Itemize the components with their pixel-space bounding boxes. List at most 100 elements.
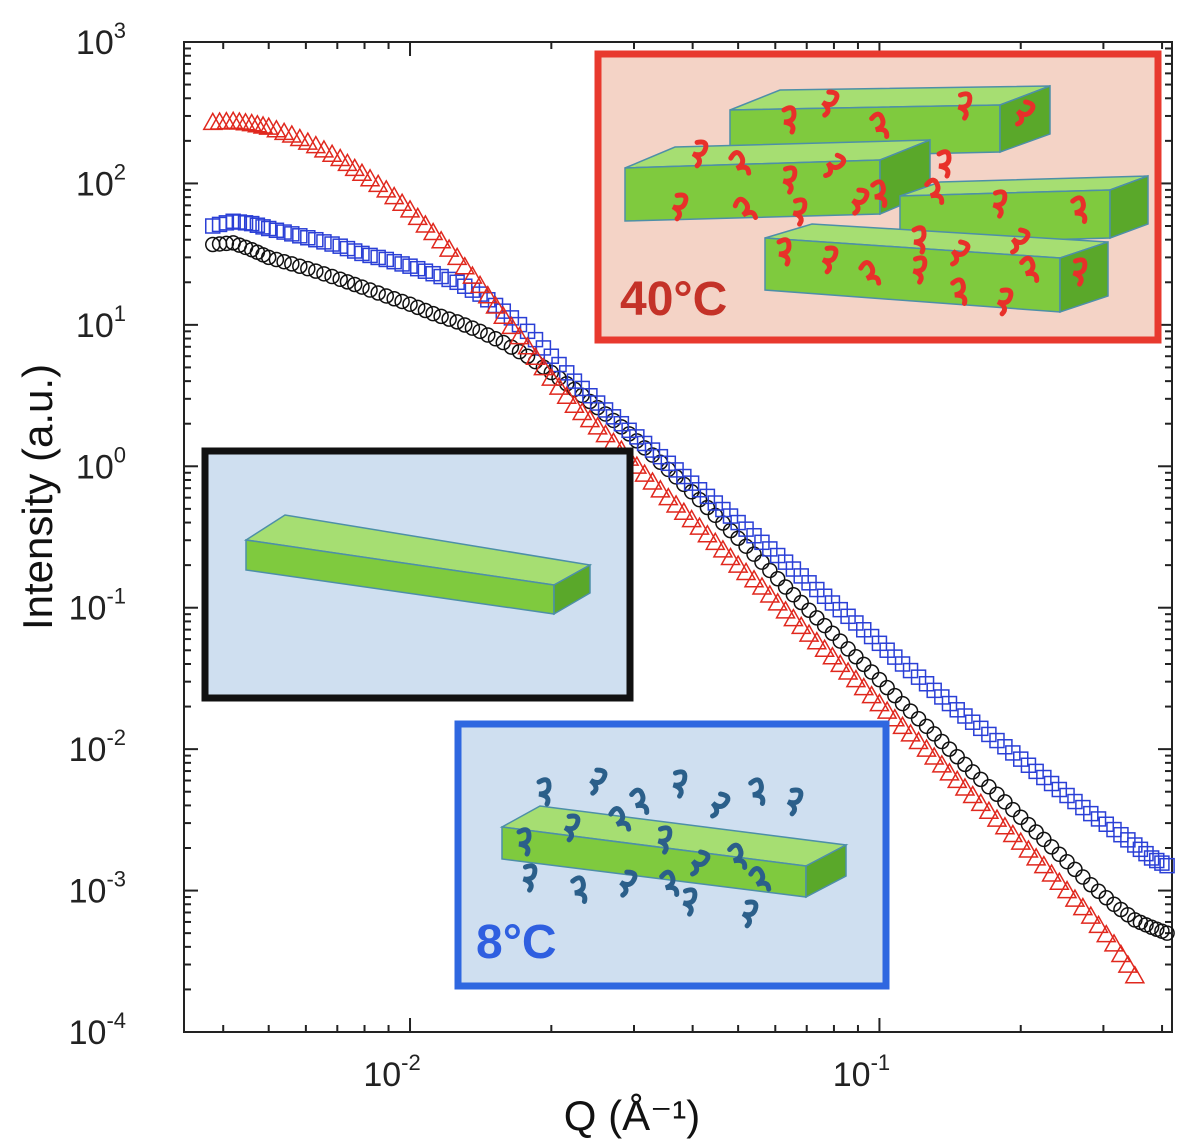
polymer-coil-icon (1019, 255, 1040, 283)
data-point (1049, 871, 1070, 891)
data-point (908, 731, 929, 750)
polymer-coil-icon (1010, 227, 1031, 255)
data-point (683, 484, 700, 500)
data-point (923, 746, 945, 765)
series-layer (202, 110, 1175, 984)
data-point (1064, 888, 1086, 907)
y-axis-title: Intensity (a.u.) (14, 364, 61, 630)
data-point (1159, 857, 1175, 874)
data-point (1132, 841, 1149, 858)
data-point (308, 231, 324, 248)
data-point (511, 343, 528, 360)
data-point (533, 357, 554, 376)
data-point (595, 424, 616, 443)
data-point (441, 311, 457, 327)
polymer-coil-icon (691, 139, 709, 169)
polymer-coil-icon (936, 149, 952, 179)
data-point (790, 615, 812, 635)
data-point (433, 308, 449, 325)
data-point (462, 265, 483, 284)
data-point (910, 710, 927, 727)
data-point (407, 206, 429, 226)
data-point (650, 479, 671, 498)
polymer-coil-icon (912, 255, 928, 285)
data-point (454, 256, 476, 275)
polymer-coil-icon (589, 767, 608, 796)
data-point (705, 531, 726, 551)
data-point (480, 327, 496, 343)
data-point (316, 266, 332, 282)
polymer-coil-icon (911, 225, 927, 255)
data-point (297, 131, 319, 150)
data-point (824, 625, 841, 641)
polymer-coil-icon (776, 237, 792, 267)
data-point (472, 323, 488, 340)
data-point (430, 230, 452, 249)
data-point (689, 516, 710, 535)
data-point (1067, 793, 1083, 810)
data-point (848, 649, 864, 665)
polymer-coil-icon (710, 791, 731, 819)
data-point (981, 779, 997, 795)
data-point (332, 271, 348, 288)
inset-40c-rod-right (899, 174, 1149, 245)
data-point (931, 754, 953, 773)
data-point (1143, 850, 1160, 866)
data-point (957, 756, 973, 773)
data-point (673, 501, 695, 521)
data-point (869, 693, 890, 712)
data-point (738, 538, 754, 554)
data-point (351, 162, 373, 182)
data-point (571, 401, 593, 421)
data-point (735, 561, 757, 581)
polymer-coil-icon (671, 192, 689, 222)
polymer-coil-icon (682, 887, 698, 917)
data-point (324, 236, 340, 252)
polymer-coil-icon (869, 111, 890, 139)
data-point (837, 661, 859, 680)
y-tick-label: 100 (76, 442, 126, 486)
data-point (894, 695, 911, 712)
polymer-coil-icon (536, 777, 552, 807)
data-point (300, 230, 316, 246)
polymer-coil-icon (748, 777, 766, 806)
data-point (241, 113, 262, 132)
data-point (231, 214, 248, 230)
polymer-coil-icon (781, 105, 797, 135)
data-point (1059, 853, 1075, 870)
data-point (665, 494, 687, 513)
inset-40c-label: 40°C (620, 273, 727, 326)
data-point (916, 738, 937, 757)
data-point (344, 157, 365, 177)
data-point (438, 238, 460, 257)
data-point (934, 733, 950, 750)
data-point (346, 276, 363, 293)
data-point (801, 602, 817, 618)
inset-8c-label: 8°C (476, 916, 557, 969)
data-point (517, 336, 538, 355)
data-point (1005, 801, 1021, 818)
data-point (564, 394, 585, 414)
data-point (1059, 787, 1075, 804)
data-point (237, 215, 254, 231)
data-point (1051, 846, 1068, 863)
data-point (954, 777, 976, 796)
data-point (1149, 852, 1165, 869)
data-point (1028, 824, 1044, 840)
polymer-coil-icon (1070, 195, 1088, 224)
data-point (252, 115, 274, 134)
data-point (477, 285, 499, 304)
data-point (229, 111, 250, 130)
polymer-coil-icon (1015, 99, 1036, 127)
data-point (1056, 880, 1078, 899)
data-point (354, 279, 370, 295)
data-point (378, 288, 395, 304)
polymer-coil-icon (741, 899, 759, 929)
data-point (243, 215, 260, 232)
data-point (1103, 933, 1125, 952)
data-point (284, 256, 300, 272)
data-point (994, 816, 1016, 835)
polymer-coil-icon (659, 869, 680, 897)
data-point (1002, 823, 1024, 843)
